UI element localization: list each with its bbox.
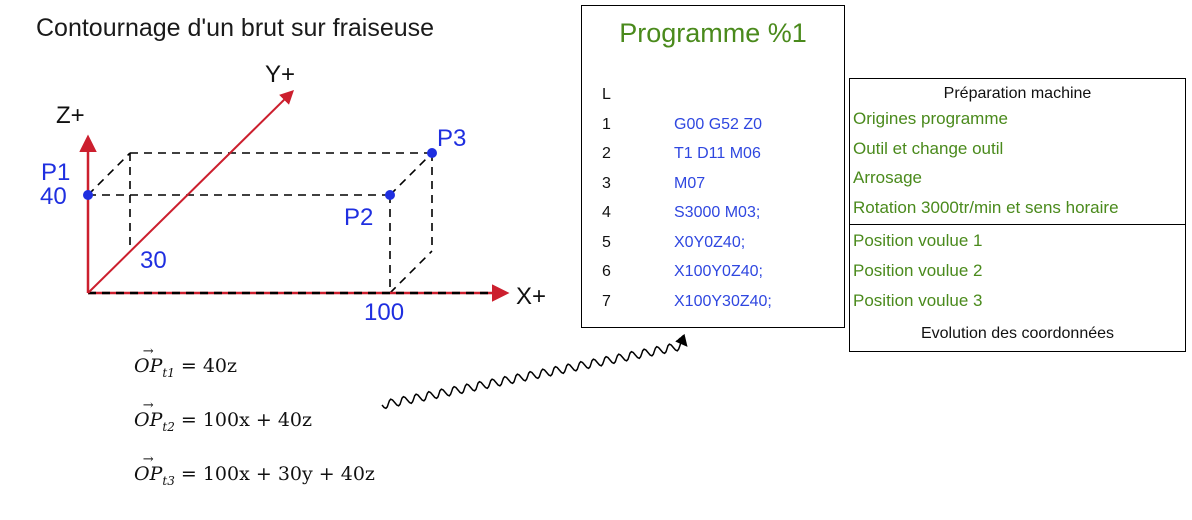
program-line: 3 M07 xyxy=(582,175,844,201)
y-axis xyxy=(87,90,294,294)
program-line: 2 T1 D11 M06 xyxy=(582,145,844,171)
program-line: L xyxy=(582,86,844,112)
equation: OP → t2 = 100x + 40z xyxy=(134,398,313,434)
line-code: X100Y30Z40; xyxy=(674,292,772,310)
preparation-item: Origines programme xyxy=(853,109,1008,128)
line-code: S3000 M03; xyxy=(674,204,761,221)
dimension-y: 30 xyxy=(140,247,167,274)
equation: OP → t3 = 100x + 30y + 40z xyxy=(134,452,375,488)
program-box: Programme %1 L 1 G00 G52 Z0 2 T1 D11 M06 3 M07… xyxy=(581,5,845,328)
preparation-divider xyxy=(850,224,1185,225)
point-label-p2: P2 xyxy=(344,204,373,231)
preparation-title: Préparation machine xyxy=(943,85,1092,102)
preparation-item: Arrosage xyxy=(853,168,922,187)
point-label-p3: P3 xyxy=(437,125,466,152)
dimension-x: 100 xyxy=(364,299,404,326)
dimension-z: 40 xyxy=(40,183,67,210)
point-p2 xyxy=(385,190,395,200)
program-line: 4 S3000 M03; xyxy=(582,204,844,230)
line-number: L xyxy=(602,86,611,103)
x-axis-label: X+ xyxy=(516,283,546,310)
point-p3 xyxy=(427,148,437,158)
position-item: Position voulue 3 xyxy=(853,291,983,310)
line-number: 3 xyxy=(602,174,611,192)
z-axis-label: Z+ xyxy=(56,102,85,129)
line-number: 5 xyxy=(602,233,611,251)
line-code: X0Y0Z40; xyxy=(674,233,746,251)
line-number: 6 xyxy=(602,263,611,280)
line-code: M07 xyxy=(674,174,706,192)
line-code: X100Y0Z40; xyxy=(674,263,763,280)
line-number: 2 xyxy=(602,145,611,162)
program-title: Programme %1 xyxy=(619,18,807,48)
y-axis-label: Y+ xyxy=(265,61,295,88)
line-code: T1 D11 M06 xyxy=(674,145,761,162)
wavy-arrow xyxy=(381,333,688,410)
point-label-p1: P1 xyxy=(41,159,70,186)
line-number: 4 xyxy=(602,204,611,221)
line-number: 1 xyxy=(602,115,611,133)
preparation-item: Rotation 3000tr/min et sens horaire xyxy=(853,197,1119,217)
program-line: 1 G00 G52 Z0 xyxy=(582,116,844,142)
preparation-item: Outil et change outil xyxy=(853,138,1004,158)
position-item: Position voulue 1 xyxy=(853,231,983,250)
dashed-box xyxy=(87,152,433,294)
point-p1 xyxy=(83,190,93,200)
program-line: 7 X100Y30Z40; xyxy=(582,293,844,319)
program-line: 5 X0Y0Z40; xyxy=(582,234,844,260)
equation: OP → t1 = 40z xyxy=(134,344,238,380)
position-item: Position voulue 2 xyxy=(853,261,983,280)
preparation-footer: Evolution des coordonnées xyxy=(920,325,1115,342)
program-line: 6 X100Y0Z40; xyxy=(582,263,844,289)
diagram-title: Contournage d'un brut sur fraiseuse xyxy=(36,14,435,42)
line-code: G00 G52 Z0 xyxy=(674,115,763,133)
preparation-box: Préparation machine Origines programme Ou… xyxy=(849,78,1186,352)
line-number: 7 xyxy=(602,292,611,310)
